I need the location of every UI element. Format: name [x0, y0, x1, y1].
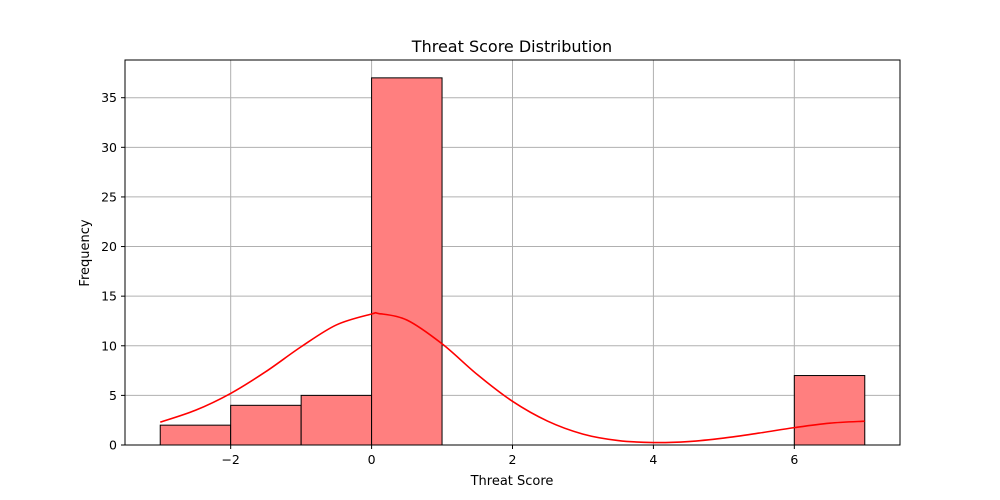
- x-tick-label: 6: [790, 452, 798, 467]
- x-tick-label: 4: [649, 452, 657, 467]
- y-tick-label: 30: [101, 140, 117, 155]
- kde-curve: [159, 311, 865, 444]
- histogram-bar: [371, 77, 443, 446]
- histogram-bar: [230, 404, 302, 446]
- x-axis-ticks: −2 0 2 4 6: [221, 445, 798, 467]
- y-tick-label: 0: [109, 438, 117, 453]
- histogram-bar: [300, 394, 373, 446]
- x-axis-label: Threat Score: [470, 474, 554, 489]
- y-tick-label: 5: [109, 388, 117, 403]
- y-tick-label: 25: [101, 189, 117, 204]
- x-tick-label: −2: [221, 452, 239, 467]
- kde-curve-layer: [159, 311, 865, 444]
- x-tick-label: 0: [368, 452, 376, 467]
- y-tick-label: 15: [101, 289, 117, 304]
- chart-title: Threat Score Distribution: [411, 37, 612, 56]
- y-tick-label: 20: [101, 239, 117, 254]
- histogram-bar: [793, 375, 866, 446]
- y-tick-label: 35: [101, 90, 117, 105]
- histogram-bar: [159, 424, 232, 446]
- y-axis-label: Frequency: [78, 219, 93, 286]
- x-tick-label: 2: [509, 452, 517, 467]
- y-axis-ticks: 0 5 10 15 20 25 30 35: [101, 90, 125, 453]
- y-tick-label: 10: [101, 338, 117, 353]
- histogram-bars: [159, 77, 866, 446]
